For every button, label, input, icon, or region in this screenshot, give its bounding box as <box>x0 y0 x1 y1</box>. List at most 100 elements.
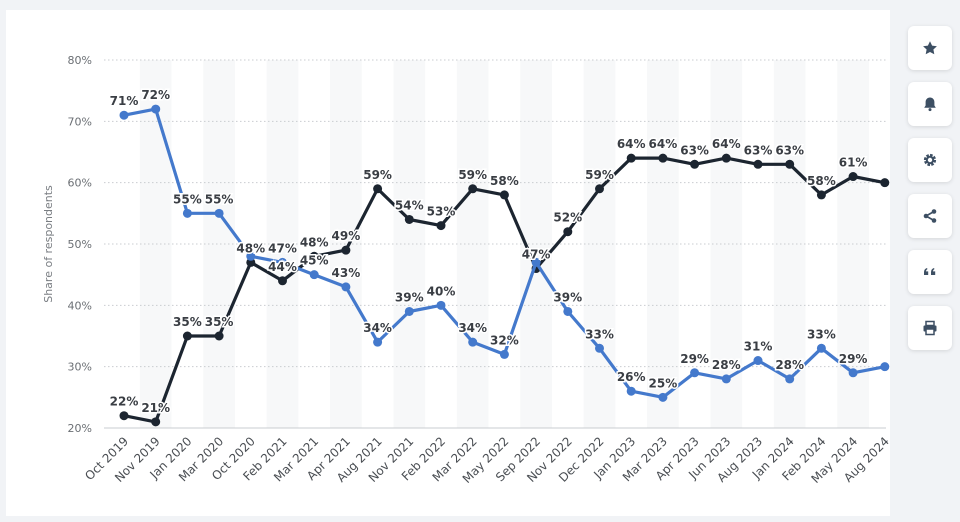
data-label: 43% <box>332 266 361 280</box>
data-point <box>595 184 604 194</box>
notification-button[interactable] <box>908 82 952 126</box>
data-point <box>658 392 668 402</box>
data-point <box>690 159 700 169</box>
data-label: 59% <box>585 168 614 182</box>
data-label: 54% <box>395 198 424 212</box>
gear-icon <box>923 153 937 167</box>
data-point <box>436 221 446 231</box>
data-point <box>119 411 129 421</box>
column-band <box>647 60 679 428</box>
data-label: 47% <box>522 248 551 262</box>
data-label: 28% <box>775 358 804 372</box>
data-label: 53% <box>427 205 456 219</box>
data-label: 63% <box>744 143 773 157</box>
data-point <box>373 184 383 194</box>
data-point <box>499 190 509 200</box>
data-point <box>214 331 224 341</box>
data-label: 29% <box>680 352 709 366</box>
data-point <box>816 190 826 200</box>
data-point <box>816 343 826 353</box>
data-point <box>214 208 224 218</box>
data-point <box>468 184 478 194</box>
data-label: 39% <box>395 290 424 304</box>
y-tick-label: 30% <box>68 361 92 374</box>
data-point <box>785 159 795 169</box>
data-label: 48% <box>236 241 265 255</box>
favorite-button[interactable] <box>908 26 952 70</box>
data-point <box>880 178 890 188</box>
data-point <box>658 153 668 163</box>
data-point <box>595 343 604 353</box>
data-label: 39% <box>553 290 582 304</box>
bell-icon <box>924 97 936 112</box>
line-chart: 20% 30% 40% 50% 60% 70% 80% Share of respondent… <box>42 54 890 486</box>
data-label: 28% <box>712 358 741 372</box>
star-icon <box>923 41 937 55</box>
data-point <box>309 270 319 280</box>
data-point <box>785 374 795 384</box>
data-point <box>563 227 573 237</box>
data-point <box>880 362 890 372</box>
data-label: 29% <box>839 352 868 366</box>
data-label: 33% <box>585 327 614 341</box>
data-label: 59% <box>458 168 487 182</box>
data-label: 58% <box>490 174 519 188</box>
data-label: 58% <box>807 174 836 188</box>
data-point <box>531 257 541 267</box>
cite-button[interactable] <box>908 250 952 294</box>
data-label: 63% <box>775 143 804 157</box>
data-label: 34% <box>458 321 487 335</box>
y-tick-label: 50% <box>68 238 92 251</box>
data-point <box>119 110 129 120</box>
data-point <box>341 245 351 255</box>
data-label: 64% <box>712 137 741 151</box>
data-point <box>848 172 858 182</box>
data-label: 48% <box>300 235 329 249</box>
data-point <box>468 337 478 347</box>
data-label: 44% <box>268 260 297 274</box>
data-label: 32% <box>490 333 519 347</box>
y-tick-label: 80% <box>68 54 92 67</box>
y-axis-title: Share of respondents <box>42 185 55 303</box>
data-label: 35% <box>205 315 234 329</box>
data-label: 55% <box>173 192 202 206</box>
settings-button[interactable] <box>908 138 952 182</box>
data-label: 71% <box>110 94 139 108</box>
data-point <box>404 214 414 224</box>
series-0 <box>119 153 890 427</box>
share-button[interactable] <box>908 194 952 238</box>
data-label: 25% <box>649 376 678 390</box>
data-label: 47% <box>268 241 297 255</box>
data-point <box>690 368 700 378</box>
data-point <box>721 153 731 163</box>
data-point <box>626 153 636 163</box>
data-point <box>499 349 509 359</box>
data-point <box>436 300 446 310</box>
data-point <box>246 251 256 261</box>
data-point <box>278 257 287 267</box>
chart-toolbar <box>908 26 952 362</box>
data-label: 33% <box>807 327 836 341</box>
data-point <box>151 104 161 114</box>
data-label: 52% <box>553 211 582 225</box>
y-tick-label: 40% <box>68 299 92 312</box>
data-point <box>848 368 858 378</box>
data-label: 26% <box>617 370 646 384</box>
print-button[interactable] <box>908 306 952 350</box>
chart-card: 20% 30% 40% 50% 60% 70% 80% Share of respondent… <box>6 10 890 516</box>
data-label: 21% <box>141 401 170 415</box>
data-label: 64% <box>649 137 678 151</box>
data-label: 22% <box>110 395 139 409</box>
data-point <box>182 208 192 218</box>
series-1 <box>119 104 890 402</box>
data-point <box>404 306 414 316</box>
y-tick-label: 70% <box>68 115 92 128</box>
data-label: 34% <box>363 321 392 335</box>
data-point <box>182 331 192 341</box>
data-label: 61% <box>839 156 868 170</box>
data-label: 63% <box>680 143 709 157</box>
data-label: 35% <box>173 315 202 329</box>
data-label: 55% <box>205 192 234 206</box>
printer-icon <box>923 320 937 336</box>
y-tick-label: 20% <box>68 422 92 435</box>
